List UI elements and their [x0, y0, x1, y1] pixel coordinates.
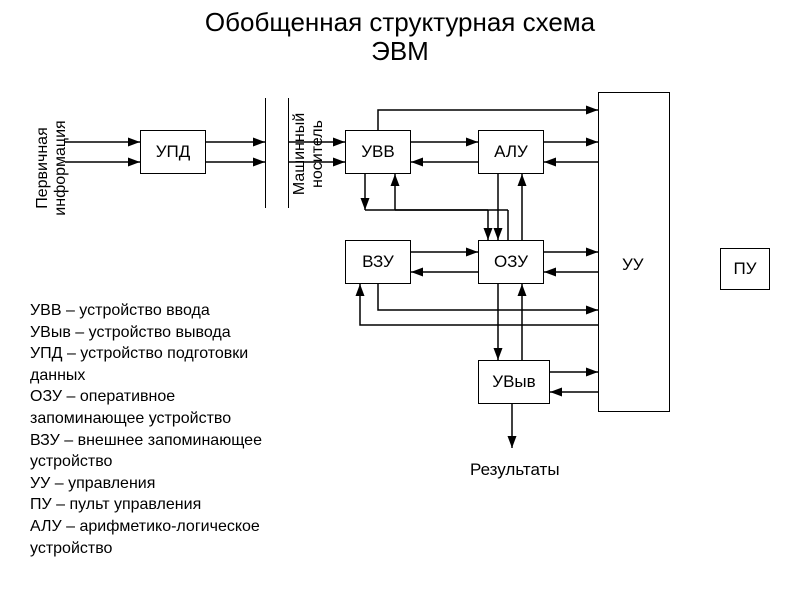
legend-line: УПД – устройство подготовки	[30, 343, 330, 365]
arrow-uvv-top-uu	[378, 110, 598, 130]
legend-line: ОЗУ – оперативное	[30, 386, 330, 408]
legend-line: УУ – управления	[30, 473, 330, 495]
legend-line: устройство	[30, 451, 330, 473]
arrow-uu-vzu	[360, 284, 598, 325]
legend-line: УВВ – устройство ввода	[30, 300, 330, 322]
legend-line: УВыв – устройство вывода	[30, 322, 330, 344]
legend-line: ВЗУ – внешнее запоминающее	[30, 430, 330, 452]
legend-line: ПУ – пульт управления	[30, 494, 330, 516]
legend-line: АЛУ – арифметико-логическое	[30, 516, 330, 538]
legend: УВВ – устройство ввода УВыв – устройство…	[30, 300, 330, 559]
arrow-vzu-uu	[378, 284, 598, 310]
legend-line: данных	[30, 365, 330, 387]
legend-line: запоминающее устройство	[30, 408, 330, 430]
diagram-stage: Обобщенная структурная схема ЭВМ Первичн…	[0, 0, 800, 600]
legend-line: устройство	[30, 538, 330, 560]
